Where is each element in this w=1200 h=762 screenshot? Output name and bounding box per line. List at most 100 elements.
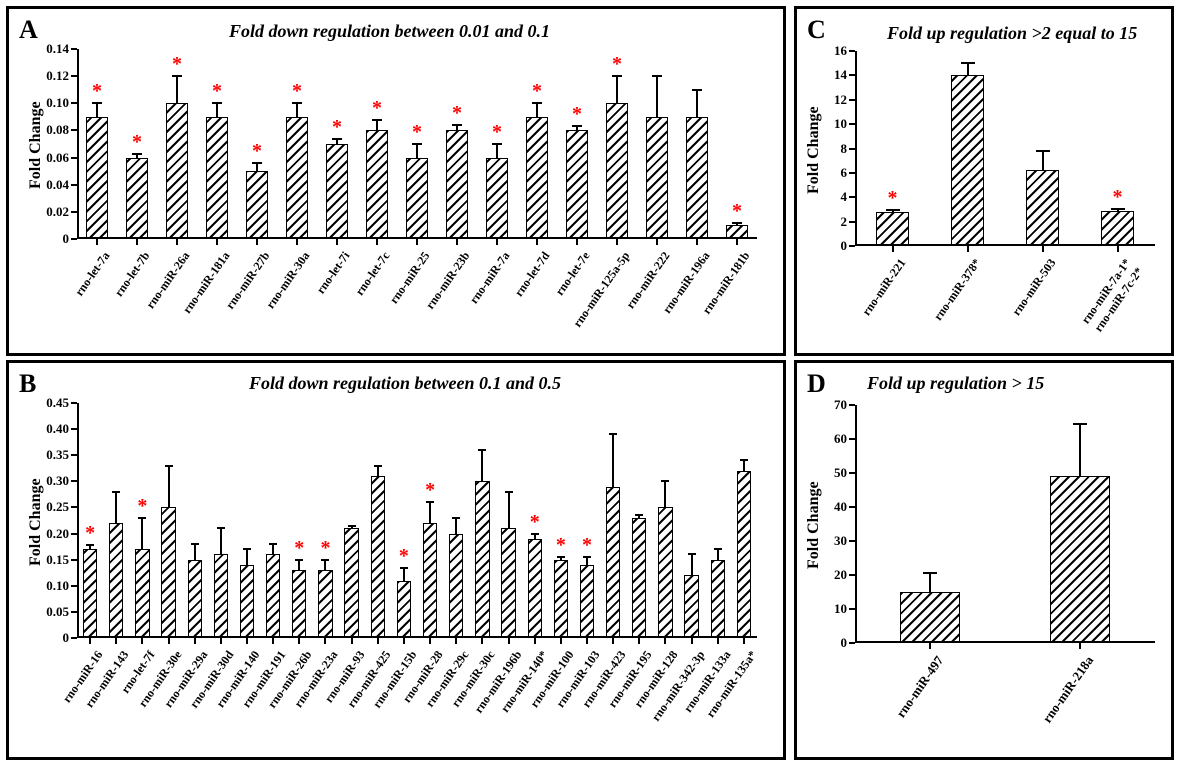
- x-tick: [496, 239, 498, 245]
- error-bar: [1042, 151, 1044, 171]
- significance-star: *: [332, 117, 342, 137]
- error-bar: [455, 518, 457, 534]
- y-axis-label: Fold Change: [805, 481, 823, 569]
- bar: [292, 570, 306, 638]
- bar: [951, 75, 985, 246]
- y-tick: [71, 238, 77, 240]
- hatch-fill: [951, 75, 985, 246]
- error-bar: [376, 120, 378, 131]
- error-cap: [886, 209, 900, 211]
- error-cap: [1036, 150, 1050, 152]
- bar-group: *: [1101, 51, 1135, 246]
- hatch-fill: [292, 570, 306, 638]
- bar-group: [1026, 51, 1060, 246]
- bar-group: [606, 403, 620, 638]
- bar: [86, 117, 108, 239]
- bar: [632, 518, 646, 638]
- error-bar: [656, 76, 658, 117]
- hatch-fill: [528, 539, 542, 638]
- hatch-fill: [397, 581, 411, 638]
- error-bar: [1079, 424, 1081, 477]
- error-cap: [740, 459, 748, 461]
- bar: [737, 471, 751, 638]
- bar: [876, 212, 910, 246]
- x-tick: [743, 638, 745, 644]
- bar-group: [1050, 405, 1110, 643]
- x-tick: [272, 638, 274, 644]
- bar: [528, 539, 542, 638]
- hatch-fill: [286, 117, 308, 239]
- x-axis-label: rno-let-7a: [72, 249, 113, 299]
- hatch-fill: [366, 130, 388, 239]
- error-cap: [243, 548, 251, 550]
- error-bar: [272, 544, 274, 554]
- error-bar: [296, 103, 298, 117]
- bar-group: [214, 403, 228, 638]
- hatch-fill: [126, 158, 148, 239]
- chart-area: 00.020.040.060.080.100.120.14***********…: [77, 49, 757, 239]
- error-cap: [557, 556, 565, 558]
- bar: [344, 528, 358, 638]
- x-tick: [324, 638, 326, 644]
- x-tick: [176, 239, 178, 245]
- error-cap: [112, 491, 120, 493]
- significance-star: *: [320, 538, 330, 558]
- x-tick: [696, 239, 698, 245]
- y-tick-label: 0: [799, 635, 847, 651]
- bar-group: *: [135, 403, 149, 638]
- error-cap: [492, 143, 502, 145]
- hatch-fill: [449, 534, 463, 638]
- bar-group: [900, 405, 960, 643]
- bar: [161, 507, 175, 638]
- error-cap: [505, 491, 513, 493]
- chart-area: 0246810121416**: [855, 51, 1155, 246]
- bar: [109, 523, 123, 638]
- bar: [406, 158, 428, 239]
- chart-area: 010203040506070: [855, 405, 1155, 643]
- error-bar: [377, 466, 379, 476]
- panel-title: Fold up regulation > 15: [867, 373, 1044, 394]
- error-cap: [372, 119, 382, 121]
- error-cap: [332, 138, 342, 140]
- x-tick: [168, 638, 170, 644]
- hatch-fill: [686, 117, 708, 239]
- y-tick: [71, 454, 77, 456]
- x-axis-label: rno-miR-378*: [930, 256, 984, 324]
- panel-c: CFold up regulation >2 equal to 15024681…: [794, 6, 1174, 356]
- error-cap: [452, 124, 462, 126]
- x-tick: [1079, 643, 1081, 649]
- bar: [580, 565, 594, 638]
- hatch-fill: [1101, 211, 1135, 246]
- x-tick: [586, 638, 588, 644]
- bar: [326, 144, 348, 239]
- hatch-fill: [646, 117, 668, 239]
- hatch-fill: [135, 549, 149, 638]
- hatch-fill: [876, 212, 910, 246]
- bar-group: *: [366, 49, 388, 239]
- bar-group: *: [528, 403, 542, 638]
- x-tick: [403, 638, 405, 644]
- x-tick: [1117, 246, 1119, 252]
- bar-group: *: [246, 49, 268, 239]
- hatch-fill: [83, 549, 97, 638]
- x-axis-label: rno-miR-7a-1*rno-miR-7c-2*: [1078, 256, 1146, 335]
- y-axis: [77, 403, 79, 638]
- significance-star: *: [732, 201, 742, 221]
- bar-group: [475, 403, 489, 638]
- significance-star: *: [132, 132, 142, 152]
- error-cap: [269, 543, 277, 545]
- hatch-fill: [423, 523, 437, 638]
- y-tick: [849, 148, 855, 150]
- x-tick: [296, 239, 298, 245]
- error-cap: [923, 572, 937, 574]
- bar-group: *: [566, 49, 588, 239]
- x-tick: [416, 239, 418, 245]
- hatch-fill: [406, 158, 428, 239]
- hatch-fill: [606, 487, 620, 638]
- y-tick: [71, 480, 77, 482]
- hatch-fill: [658, 507, 672, 638]
- significance-star: *: [1113, 187, 1123, 207]
- x-tick: [656, 239, 658, 245]
- bar-group: [371, 403, 385, 638]
- bar: [1026, 170, 1060, 246]
